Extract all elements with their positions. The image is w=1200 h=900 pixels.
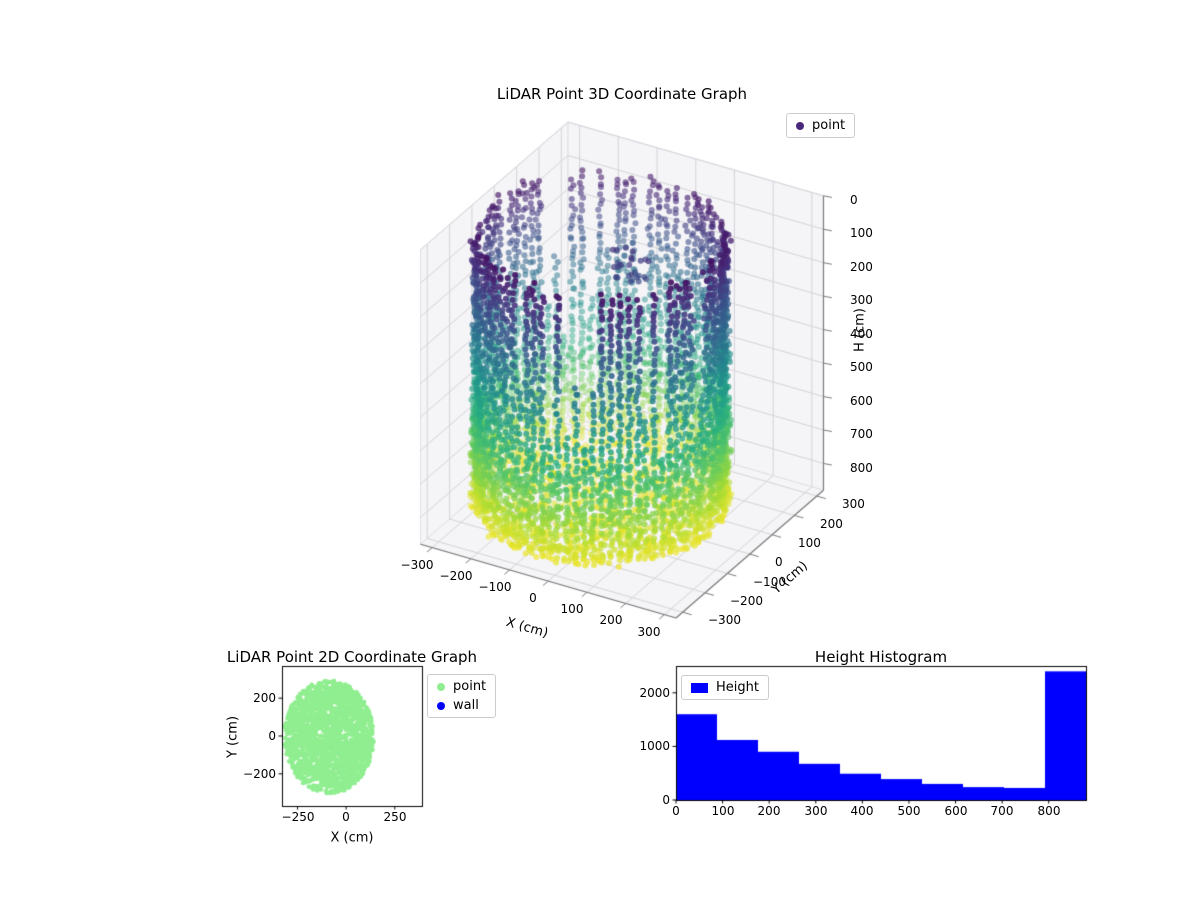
legend-label-wall-2d: wall: [453, 698, 479, 713]
legend-3d: point: [786, 113, 856, 138]
legend-histogram: Height: [681, 675, 769, 700]
plot-2d-title: LiDAR Point 2D Coordinate Graph: [226, 648, 478, 666]
legend-item-point-3d: point: [796, 118, 845, 133]
legend-item-wall-2d: wall: [437, 698, 486, 713]
point-marker-icon: [437, 682, 445, 691]
legend-item-point-2d: point: [437, 679, 486, 694]
plot-3d-title: LiDAR Point 3D Coordinate Graph: [496, 85, 748, 103]
height-patch-icon: [691, 682, 708, 693]
histogram-title: Height Histogram: [814, 648, 948, 666]
legend-item-height: Height: [691, 680, 759, 695]
legend-label-point-2d: point: [453, 679, 487, 694]
x-axis-label-2d: X (cm): [330, 830, 374, 846]
legend-label-height: Height: [716, 680, 759, 695]
y-axis-label-2d: Y (cm): [225, 715, 241, 759]
legend-label-point-3d: point: [812, 118, 846, 133]
plot-3d-canvas: [360, 90, 900, 670]
h-axis-label-3d: H (cm): [852, 308, 868, 352]
plot-2d-canvas: [272, 656, 442, 826]
wall-marker-icon: [437, 701, 445, 710]
legend-2d: point wall: [427, 674, 497, 718]
point-marker-icon: [796, 121, 804, 130]
